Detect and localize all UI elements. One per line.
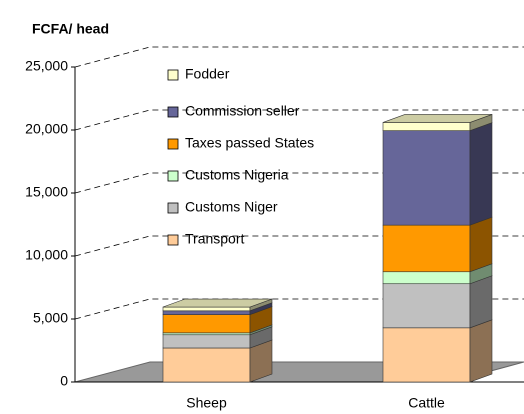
grid-line (74, 46, 524, 68)
legend-label: Commission seller (185, 103, 300, 119)
bar-segment (382, 271, 471, 285)
legend-swatch (167, 234, 179, 246)
legend-label: Customs Nigeria (185, 167, 289, 183)
x-tick-label: Sheep (186, 395, 227, 411)
legend-swatch (167, 138, 179, 150)
legend-label: Taxes passed States (185, 135, 314, 151)
bar-side (469, 319, 493, 383)
legend-swatch (167, 202, 179, 214)
bar-segment (382, 224, 471, 273)
x-tick-label: Cattle (408, 395, 445, 411)
legend-label: Customs Niger (185, 199, 278, 215)
y-tick-label: 0 (60, 373, 68, 389)
bar-segment (382, 130, 471, 226)
bar-side (469, 275, 493, 329)
y-tick-label: 20,000 (25, 121, 68, 137)
legend-swatch (167, 106, 179, 118)
bar-top (162, 298, 273, 308)
y-tick-label: 15,000 (25, 184, 68, 200)
bar-side (469, 122, 493, 226)
bar-segment (382, 327, 471, 383)
y-tick-label: 25,000 (25, 58, 68, 74)
y-tick-label: 10,000 (25, 247, 68, 263)
bar-segment (162, 314, 251, 334)
legend-label: Transport (185, 231, 245, 247)
grid-line (74, 109, 524, 131)
bar-top (382, 114, 493, 123)
bar-segment (162, 347, 251, 383)
legend-swatch (167, 170, 179, 182)
bar-segment (382, 283, 471, 329)
y-axis-label: FCFA/ head (32, 21, 109, 37)
bar-segment (162, 306, 251, 312)
grid-line (74, 172, 524, 194)
grid-line (74, 235, 524, 257)
y-tick-label: 5,000 (33, 310, 68, 326)
grid-line (74, 298, 524, 320)
legend-label: Fodder (185, 66, 230, 82)
bar-side (469, 216, 493, 273)
bar-segment (162, 334, 251, 349)
bar-segment (162, 310, 251, 315)
bar-segment (382, 122, 471, 131)
legend-swatch (167, 69, 179, 81)
